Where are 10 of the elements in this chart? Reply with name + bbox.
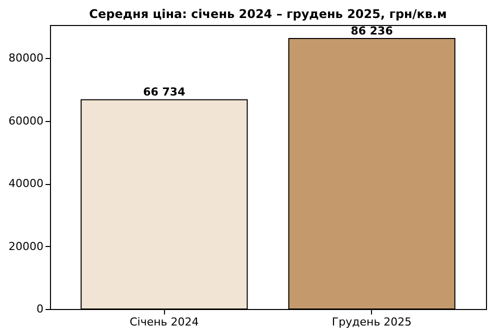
x-tick-label: Грудень 2025 <box>332 316 412 328</box>
chart-title: Середня ціна: січень 2024 – грудень 2025, грн/кв.м <box>89 7 447 21</box>
x-tick-label: Січень 2024 <box>130 316 199 328</box>
y-tick-label: 60000 <box>8 114 44 128</box>
data-label: 86 236 <box>350 24 394 38</box>
y-tick-label: 0 <box>36 302 44 316</box>
y-tick-label: 80000 <box>8 52 44 65</box>
y-tick-label: 40000 <box>8 177 44 190</box>
y-tick-label: 20000 <box>8 240 44 253</box>
data-label: 66 734 <box>143 86 186 99</box>
